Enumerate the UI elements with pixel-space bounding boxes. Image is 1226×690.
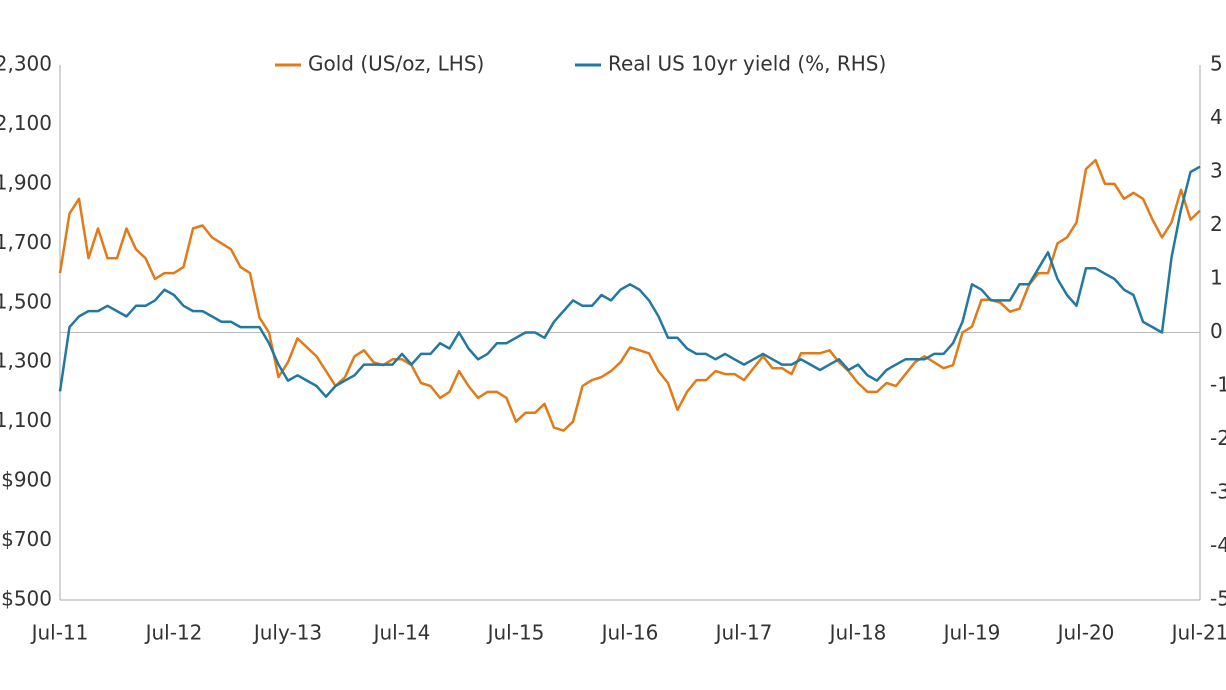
x-tick-label: Jul-11 [30, 621, 89, 645]
y2-tick-label: -5 [1210, 587, 1226, 611]
y2-tick-label: -1 [1210, 373, 1226, 397]
x-tick-label: Jul-15 [486, 621, 545, 645]
y2-tick-label: -4 [1210, 533, 1226, 557]
x-tick-label: Jul-19 [942, 621, 1001, 645]
y-tick-label: $1,700 [0, 230, 52, 254]
legend-label: Gold (US/oz, LHS) [308, 52, 484, 76]
x-tick-label: Jul-16 [600, 621, 659, 645]
y2-tick-label: -3 [1210, 480, 1226, 504]
y-tick-label: $1,900 [0, 170, 52, 194]
y2-tick-label: -2 [1210, 426, 1226, 450]
y2-tick-label: 5 [1210, 52, 1223, 76]
series-line [58, 158, 1201, 432]
x-tick-label: July-13 [252, 621, 322, 645]
y-tick-label: $900 [1, 468, 52, 492]
y-tick-label: $700 [1, 527, 52, 551]
y-tick-label: $1,500 [0, 289, 52, 313]
x-tick-label: Jul-12 [144, 621, 203, 645]
y2-tick-label: 0 [1210, 319, 1223, 343]
y-tick-label: $1,100 [0, 408, 52, 432]
x-tick-label: Jul-14 [372, 621, 431, 645]
series-line [58, 165, 1201, 398]
y-tick-label: $2,300 [0, 52, 52, 76]
y2-tick-label: 3 [1210, 159, 1223, 183]
y2-tick-label: 2 [1210, 212, 1223, 236]
y-tick-label: $1,300 [0, 349, 52, 373]
y2-tick-label: 4 [1210, 105, 1223, 129]
x-tick-label: Jul-18 [828, 621, 887, 645]
y2-tick-label: 1 [1210, 266, 1223, 290]
y-tick-label: $500 [1, 587, 52, 611]
x-tick-label: Jul-20 [1056, 621, 1115, 645]
x-tick-label: Jul-17 [714, 621, 773, 645]
y-tick-label: $2,100 [0, 111, 52, 135]
x-tick-label: Jul-21 [1170, 621, 1226, 645]
legend-label: Real US 10yr yield (%, RHS) [608, 52, 886, 76]
